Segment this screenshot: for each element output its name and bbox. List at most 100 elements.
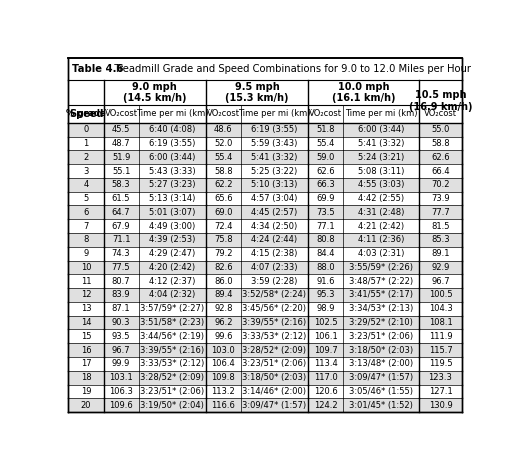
Text: 45.5: 45.5 [112, 125, 130, 134]
Text: 3:48/57* (2:22): 3:48/57* (2:22) [349, 277, 413, 286]
Text: 65.6: 65.6 [214, 194, 233, 203]
Text: 102.5: 102.5 [314, 318, 337, 327]
Text: 55.4: 55.4 [214, 153, 233, 162]
Text: 4:12 (2:37): 4:12 (2:37) [149, 277, 196, 286]
Text: Table 4.6: Table 4.6 [72, 64, 123, 73]
Text: Time per mi (km): Time per mi (km) [238, 109, 311, 119]
Text: 69.0: 69.0 [214, 208, 233, 217]
Bar [69, 164, 462, 178]
Text: 3:23/51* (2:06): 3:23/51* (2:06) [243, 359, 307, 368]
Text: 96.7: 96.7 [112, 345, 131, 355]
Text: 6:00 (3:44): 6:00 (3:44) [149, 153, 196, 162]
Bar [69, 206, 462, 219]
Text: 111.9: 111.9 [429, 332, 453, 341]
Text: 4:24 (2:44): 4:24 (2:44) [251, 235, 298, 245]
Bar [69, 247, 462, 260]
Text: 127.1: 127.1 [429, 387, 453, 396]
Text: V̇O₂cost: V̇O₂cost [424, 109, 457, 119]
Text: 10: 10 [81, 263, 91, 272]
Text: 48.6: 48.6 [214, 125, 233, 134]
Text: 4:34 (2:50): 4:34 (2:50) [251, 222, 298, 231]
Text: 8: 8 [84, 235, 89, 245]
Text: 3:57/59* (2:27): 3:57/59* (2:27) [140, 304, 204, 313]
Text: 0: 0 [84, 125, 89, 134]
Bar [69, 343, 462, 357]
Text: 5:41 (3:32): 5:41 (3:32) [251, 153, 298, 162]
Text: 62.6: 62.6 [316, 166, 335, 175]
Text: 100.5: 100.5 [429, 291, 453, 299]
Text: 4:29 (2:47): 4:29 (2:47) [149, 249, 196, 258]
Text: 12: 12 [81, 291, 91, 299]
Text: 123.3: 123.3 [429, 373, 453, 382]
Bar [69, 178, 462, 192]
Text: 58.8: 58.8 [214, 166, 233, 175]
Text: 5:13 (3:14): 5:13 (3:14) [149, 194, 196, 203]
Text: 69.9: 69.9 [316, 194, 335, 203]
Text: 48.7: 48.7 [112, 139, 131, 148]
Text: 81.5: 81.5 [431, 222, 450, 231]
Text: 91.6: 91.6 [316, 277, 335, 286]
Text: 4:55 (3:03): 4:55 (3:03) [358, 180, 404, 189]
Text: 51.8: 51.8 [316, 125, 335, 134]
Bar [69, 58, 462, 80]
Text: 5: 5 [84, 194, 89, 203]
Text: 120.6: 120.6 [314, 387, 337, 396]
Text: 66.4: 66.4 [431, 166, 450, 175]
Text: 3:59 (2:28): 3:59 (2:28) [251, 277, 298, 286]
Bar [69, 260, 462, 274]
Text: 5:01 (3:07): 5:01 (3:07) [149, 208, 196, 217]
Text: 3:44/56* (2:19): 3:44/56* (2:19) [140, 332, 204, 341]
Text: 113.2: 113.2 [212, 387, 235, 396]
Text: 3:28/52* (2:09): 3:28/52* (2:09) [140, 373, 204, 382]
Text: 4:07 (2:33): 4:07 (2:33) [251, 263, 298, 272]
Text: 3:33/53* (2:12): 3:33/53* (2:12) [140, 359, 204, 368]
Text: 59.0: 59.0 [316, 153, 335, 162]
Text: 55.0: 55.0 [431, 125, 449, 134]
Text: 73.9: 73.9 [431, 194, 450, 203]
Text: V̇O₂cost: V̇O₂cost [309, 109, 342, 119]
Text: 3:45/56* (2:20): 3:45/56* (2:20) [243, 304, 307, 313]
Bar [69, 371, 462, 385]
Text: 70.2: 70.2 [431, 180, 450, 189]
Text: 61.5: 61.5 [112, 194, 131, 203]
Text: 71.1: 71.1 [112, 235, 131, 245]
Text: 86.0: 86.0 [214, 277, 233, 286]
Text: 6:00 (3:44): 6:00 (3:44) [358, 125, 404, 134]
Text: 3:52/58* (2:24): 3:52/58* (2:24) [243, 291, 307, 299]
Text: 3:13/48* (2:00): 3:13/48* (2:00) [349, 359, 413, 368]
Text: 3:39/55* (2:16): 3:39/55* (2:16) [140, 345, 204, 355]
Text: 90.3: 90.3 [112, 318, 131, 327]
Text: 119.5: 119.5 [429, 359, 453, 368]
Text: 3: 3 [84, 166, 89, 175]
Text: Time per mi (km): Time per mi (km) [136, 109, 208, 119]
Text: 62.6: 62.6 [431, 153, 450, 162]
Bar [69, 385, 462, 399]
Text: 58.8: 58.8 [431, 139, 450, 148]
Text: 3:19/50* (2:04): 3:19/50* (2:04) [140, 401, 204, 410]
Bar [69, 288, 462, 302]
Text: 99.9: 99.9 [112, 359, 130, 368]
Text: 4:03 (2:31): 4:03 (2:31) [358, 249, 404, 258]
Text: 10.5 mph
(16.9 km/h): 10.5 mph (16.9 km/h) [409, 90, 472, 112]
Text: 13: 13 [80, 304, 91, 313]
Text: 79.2: 79.2 [214, 249, 233, 258]
Text: 4:31 (2:48): 4:31 (2:48) [358, 208, 404, 217]
Text: 109.6: 109.6 [109, 401, 133, 410]
Text: 3:55/59* (2:26): 3:55/59* (2:26) [349, 263, 413, 272]
Text: 4:49 (3:00): 4:49 (3:00) [149, 222, 196, 231]
Text: 7: 7 [84, 222, 89, 231]
Text: 2: 2 [84, 153, 89, 162]
Text: 3:51/58* (2:23): 3:51/58* (2:23) [140, 318, 204, 327]
Text: 115.7: 115.7 [429, 345, 453, 355]
Text: V̇O₂cost: V̇O₂cost [207, 109, 240, 119]
Text: 4: 4 [84, 180, 89, 189]
Text: 95.3: 95.3 [316, 291, 335, 299]
Text: 64.7: 64.7 [112, 208, 131, 217]
Text: 1: 1 [84, 139, 89, 148]
Text: 6:40 (4:08): 6:40 (4:08) [149, 125, 196, 134]
Text: 109.8: 109.8 [212, 373, 235, 382]
Text: 55.1: 55.1 [112, 166, 130, 175]
Text: 4:15 (2:38): 4:15 (2:38) [251, 249, 298, 258]
Text: 87.1: 87.1 [112, 304, 131, 313]
Bar [69, 192, 462, 206]
